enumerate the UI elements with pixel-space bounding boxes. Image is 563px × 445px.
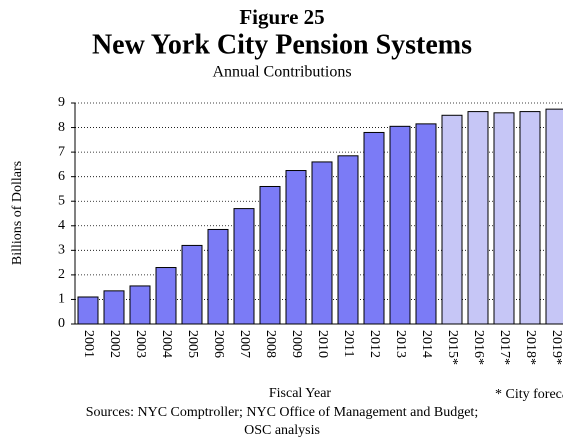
bar [545,108,563,325]
y-tick-label: 8 [58,120,65,135]
y-tick-label: 4 [58,218,65,233]
y-tick-label: 5 [58,193,65,208]
x-tick-label: 2009 [289,330,304,358]
bar [519,111,541,325]
x-tick-label: 2007 [237,330,252,358]
bar [207,228,229,325]
y-tick-label: 9 [58,95,65,110]
y-tick-label: 2 [58,267,65,282]
bar [441,114,463,325]
y-tick-label: 7 [58,144,65,159]
annotation-box [492,384,563,404]
x-tick-label: 2018* [523,330,538,365]
bar [337,155,359,325]
x-tick-label: 2013 [393,330,408,358]
bar [389,125,411,325]
bar [129,285,151,325]
x-tick-label: 2005 [185,330,200,358]
bar [493,112,515,325]
chart-subtitle: Annual Contributions [212,64,351,81]
y-tick-label: 1 [58,292,65,307]
bar [415,123,437,325]
figure-label: Figure 25 [239,5,324,29]
annotation: * City forecast [495,387,563,402]
source-line: OSC analysis [244,423,320,438]
y-tick-label: 0 [58,316,65,331]
x-tick-label: 2010 [315,330,330,358]
bar [259,185,281,325]
bar [155,267,177,325]
x-tick-label: 2019* [549,330,563,365]
y-tick-label: 6 [58,169,65,184]
bar [233,208,255,325]
bar [181,244,203,325]
x-tick-label: 2011 [341,330,356,357]
source-line: Sources: NYC Comptroller; NYC Office of … [86,405,478,420]
x-tick-label: 2014 [419,330,434,358]
bar [363,131,385,325]
bar [103,290,125,325]
x-tick-label: 2003 [133,330,148,358]
y-axis-label: Billions of Dollars [10,161,25,265]
bar [311,161,333,325]
bar [467,111,489,325]
x-tick-label: 2016* [471,330,486,365]
chart-title: New York City Pension Systems [92,29,472,60]
x-tick-label: 2004 [159,330,174,358]
y-tick-label: 3 [58,243,65,258]
x-tick-label: 2012 [367,330,382,358]
bar [77,296,99,325]
x-tick-label: 2001 [81,330,96,358]
x-tick-label: 2017* [497,330,512,365]
bar [285,170,307,325]
x-tick-label: 2006 [211,330,226,358]
x-tick-label: 2002 [107,330,122,358]
x-tick-label: 2015* [445,330,460,365]
x-axis-label: Fiscal Year [269,386,332,401]
x-tick-label: 2008 [263,330,278,358]
